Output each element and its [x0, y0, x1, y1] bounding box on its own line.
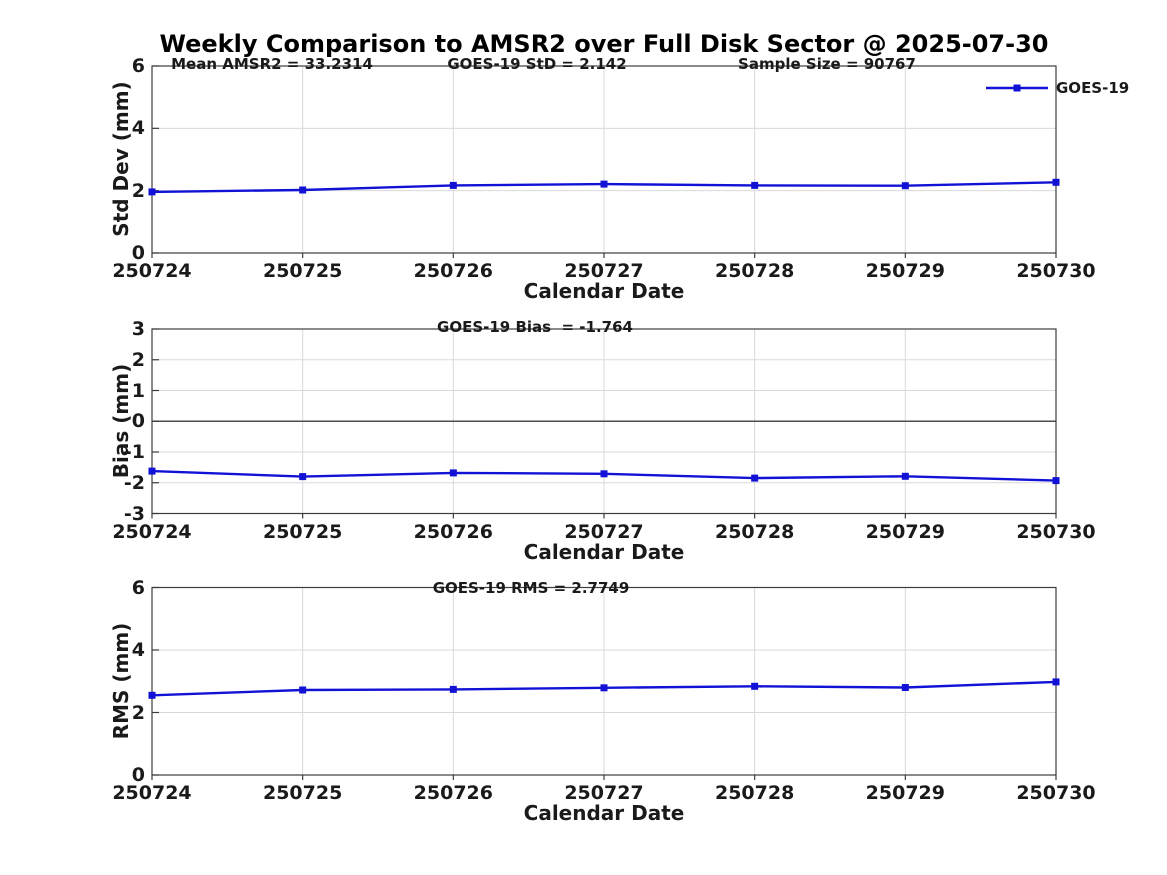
x-tick-label: 250728 — [714, 782, 795, 804]
y-tick-label: -2 — [123, 471, 145, 494]
y-tick-label: 3 — [131, 318, 145, 340]
x-tick-label: 250730 — [1016, 520, 1096, 543]
annotation-mean-amsr2: Mean AMSR2 = 33.2314 — [171, 55, 373, 73]
x-tick-label: 250725 — [262, 520, 343, 543]
x-axis-label-panel2: Calendar Date — [523, 540, 685, 564]
y-tick-label: 0 — [131, 410, 145, 433]
x-tick-label: 250728 — [714, 520, 795, 543]
y-tick-label: 0 — [131, 242, 145, 264]
x-tick-label: 250729 — [865, 520, 945, 543]
x-tick-label: 250726 — [413, 260, 493, 282]
y-tick-label: 1 — [131, 379, 145, 402]
x-tick-label: 250727 — [564, 782, 644, 804]
y-tick-label: 2 — [131, 179, 145, 202]
y-axis-label-stddev: Std Dev (mm) — [109, 81, 133, 237]
legend: GOES-19 — [985, 79, 1129, 97]
x-tick-label: 250729 — [865, 782, 945, 804]
annotation-goes19-rms: GOES-19 RMS = 2.7749 — [432, 579, 630, 597]
x-tick-label: 250726 — [413, 520, 493, 543]
x-tick-label: 250725 — [262, 782, 343, 804]
legend-label: GOES-19 — [1056, 79, 1130, 97]
x-tick-label: 250724 — [112, 260, 192, 282]
x-tick-label: 250725 — [262, 260, 343, 282]
y-tick-label: 2 — [131, 348, 145, 371]
x-tick-label: 250728 — [714, 260, 795, 282]
y-tick-label: 2 — [131, 701, 145, 724]
x-tick-label: 250730 — [1016, 260, 1096, 282]
x-tick-label: 250727 — [564, 260, 644, 282]
legend-line-marker-icon — [986, 84, 1048, 92]
x-tick-label: 250730 — [1016, 782, 1096, 804]
y-tick-label: 6 — [131, 55, 145, 77]
x-tick-label: 250729 — [865, 260, 945, 282]
y-tick-label: 0 — [131, 764, 145, 786]
y-tick-label: 4 — [131, 639, 145, 661]
annotation-sample-size: Sample Size = 90767 — [738, 55, 916, 73]
y-tick-label: -3 — [123, 502, 145, 525]
x-tick-label: 250724 — [112, 782, 192, 804]
annotation-goes19-std: GOES-19 StD = 2.142 — [447, 55, 627, 73]
chart-title: Weekly Comparison to AMSR2 over Full Dis… — [159, 30, 1049, 58]
x-axis-label-panel1: Calendar Date — [523, 279, 685, 303]
y-tick-label: -1 — [123, 441, 145, 463]
annotation-goes19-bias: GOES-19 Bias = -1.764 — [437, 318, 633, 336]
y-tick-label: 4 — [131, 117, 145, 140]
x-tick-label: 250727 — [564, 520, 644, 543]
x-tick-label: 250726 — [413, 782, 493, 804]
x-axis-label-panel3: Calendar Date — [523, 801, 685, 825]
y-tick-label: 6 — [131, 576, 145, 599]
x-tick-label: 250724 — [112, 520, 192, 543]
